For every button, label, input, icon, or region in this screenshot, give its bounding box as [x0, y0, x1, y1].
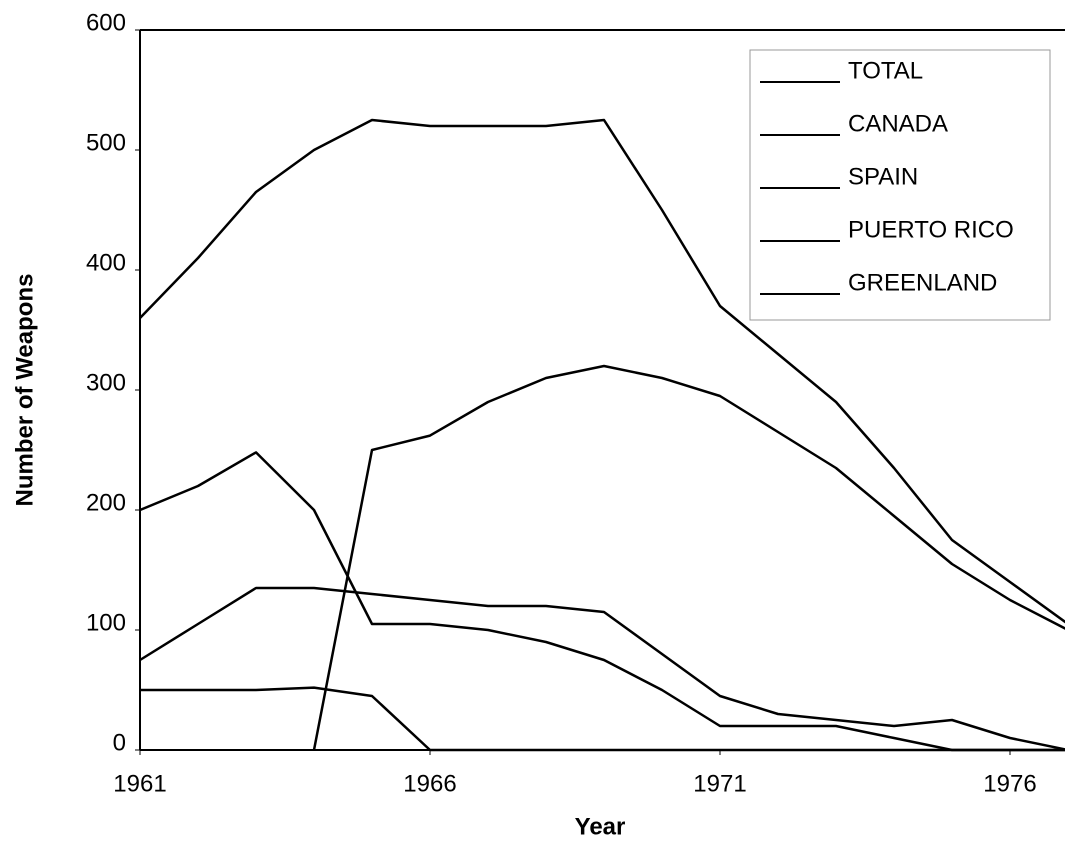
series-line: [312, 364, 1065, 751]
y-tick-label: 200: [86, 489, 126, 516]
y-tick-label: 500: [86, 129, 126, 156]
series-line: [140, 686, 1065, 752]
legend-label: TOTAL: [848, 57, 923, 84]
legend-label: SPAIN: [848, 163, 918, 190]
legend-label: GREENLAND: [848, 269, 997, 296]
series-line: [139, 586, 1065, 751]
series-line: [139, 451, 1065, 752]
x-tick-label: 1976: [983, 770, 1036, 797]
legend: [749, 49, 1051, 321]
x-tick-label: 1961: [113, 770, 166, 797]
x-tick-label: 1971: [693, 770, 746, 797]
legend-label: PUERTO RICO: [848, 216, 1014, 243]
y-tick-label: 400: [86, 249, 126, 276]
y-tick-label: 0: [113, 729, 126, 756]
x-axis-title: Year: [575, 813, 626, 840]
y-tick-label: 100: [86, 609, 126, 636]
y-tick-label: 300: [86, 369, 126, 396]
series-line: [139, 118, 1065, 624]
y-axis-title: Number of Weapons: [11, 274, 38, 507]
y-tick-label: 600: [86, 9, 126, 36]
legend-label: CANADA: [848, 110, 948, 137]
x-tick-label: 1966: [403, 770, 456, 797]
